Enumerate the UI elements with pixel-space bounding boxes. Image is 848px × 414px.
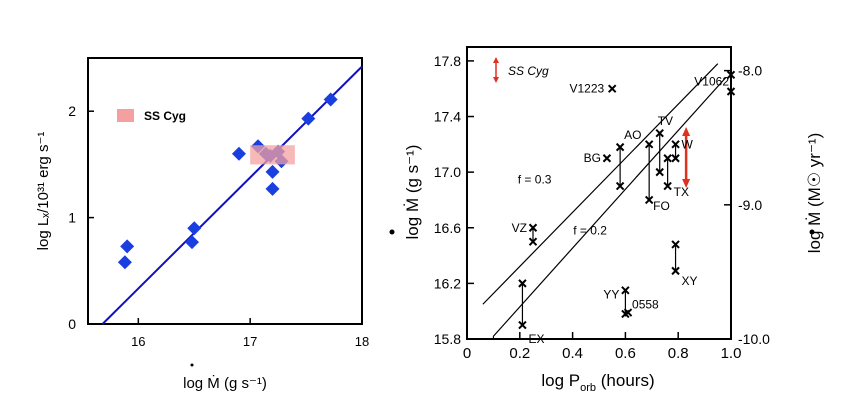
right-y2-axis-bullet (809, 229, 815, 235)
right-y2-tick-label: -8.0 (738, 63, 762, 79)
left-data-point-4 (231, 146, 246, 161)
right-system-label: TX (674, 185, 689, 199)
right-x-tick-label: 0 (463, 345, 471, 362)
right-system-label: AO (624, 128, 641, 142)
right-system-cross-5-1 (671, 154, 680, 163)
right-y2-tick-label: -9.0 (738, 197, 762, 213)
right-system-label: FO (653, 199, 670, 213)
right-system-cross-6-1 (663, 181, 672, 191)
left-data-point-10 (265, 164, 280, 179)
left-data-point-11 (265, 181, 280, 196)
left-fit-line (101, 65, 363, 325)
right-system-cross-1-0 (726, 87, 736, 96)
right-line-label-f03: f = 0.3 (518, 172, 552, 186)
right-line-label-f02: f = 0.2 (573, 224, 607, 238)
right-x-axis-label: log Porb (hours) (541, 371, 654, 394)
right-system-label: W (682, 137, 694, 151)
left-x-axis-label: log Ṁ (g s⁻¹) (183, 374, 267, 392)
left-chart: 16 17 18 0 1 2 SS Cyg log Ṁ (g s⁻¹) log Lₓ/10… (35, 57, 369, 392)
right-y-tick-label: 16.6 (434, 220, 461, 236)
right-legend-label: SS Cyg (508, 64, 549, 78)
right-x-tick-label: 0.6 (615, 345, 636, 362)
right-y2-axis-label: log Ṁ (M☉ yr⁻¹) (805, 133, 824, 254)
left-x-tick-label: 17 (243, 334, 257, 349)
left-ss-cyg-box (250, 145, 295, 165)
right-y2-tick-label: -10.0 (738, 331, 770, 347)
left-x-tick-label: 18 (355, 334, 369, 349)
right-y-axis-label: log Ṁ (g s⁻¹) (403, 145, 422, 240)
right-system-label: V1062 (694, 74, 729, 88)
right-system-label: EX (528, 332, 544, 346)
right-system-cross-8-1 (528, 237, 538, 246)
right-y-axis-bullet (389, 229, 395, 235)
left-data-point-2 (187, 221, 202, 236)
right-legend-arrow-up (493, 57, 499, 63)
left-y-tick-label: 2 (68, 103, 76, 119)
right-system-cross-11-0 (623, 308, 633, 317)
right-system-cross-4-0 (655, 129, 664, 138)
left-x-axis-dot (190, 363, 194, 367)
right-system-cross-7-1 (644, 195, 654, 205)
left-data-point-13 (323, 92, 338, 107)
right-system-label: VZ (512, 221, 527, 235)
right-system-cross-9-1 (671, 266, 680, 276)
right-system-cross-10-0 (621, 286, 630, 295)
right-system-cross-9-0 (671, 240, 680, 249)
right-ss-cyg-arrowhead-up (682, 127, 691, 137)
right-system-cross-12-0 (518, 279, 527, 288)
left-y-axis-label: log Lₓ/10³¹ erg s⁻¹ (35, 132, 52, 251)
right-legend-arrow-down (493, 77, 499, 83)
left-data-point-0 (120, 239, 135, 254)
right-system-label: 0558 (632, 298, 659, 312)
right-system-cross-2-0 (615, 142, 625, 152)
right-y-tick-label: 17.8 (434, 53, 461, 69)
right-system-cross-2-1 (615, 181, 625, 191)
right-system-cross-3-0 (602, 154, 612, 163)
right-x-tick-label: 0.2 (509, 345, 530, 362)
left-y-tick-label: 0 (68, 316, 76, 332)
right-system-label: TV (658, 114, 673, 128)
right-ss-cyg-arrowhead-down (682, 179, 691, 189)
left-y-tick-label: 1 (68, 210, 76, 226)
right-line-1 (492, 77, 727, 337)
right-system-cross-6-0 (663, 154, 672, 163)
right-x-tick-label: 0.8 (668, 345, 689, 362)
right-y-tick-label: 17.4 (434, 109, 461, 125)
right-y-tick-label: 15.8 (434, 331, 461, 347)
right-system-cross-8-0 (528, 223, 538, 232)
left-data-point-1 (117, 255, 132, 270)
right-system-cross-0-0 (607, 84, 617, 93)
right-system-cross-12-1 (518, 320, 527, 330)
left-legend-label: SS Cyg (144, 109, 186, 123)
left-data-point-3 (185, 235, 200, 250)
right-system-cross-4-1 (655, 167, 664, 177)
right-plot-frame (466, 46, 732, 340)
right-system-cross-5-0 (671, 140, 680, 149)
right-system-label: BG (584, 151, 601, 165)
right-system-cross-7-0 (644, 140, 654, 149)
left-legend-swatch (117, 109, 134, 122)
left-data-point-12 (301, 111, 316, 126)
right-system-label: XY (682, 274, 698, 288)
right-x-tick-label: 1.0 (721, 345, 742, 362)
right-line-0 (482, 63, 719, 305)
right-system-label: V1223 (569, 82, 604, 96)
right-y-tick-label: 17.0 (434, 164, 461, 180)
right-system-cross-1-1 (726, 70, 736, 80)
left-plot-frame (87, 57, 363, 325)
right-chart: 0 0.2 0.4 0.6 0.8 1.0 15.8 16.2 16.6 17.0 17.4 17.8… (403, 46, 824, 394)
right-x-tick-label: 0.4 (562, 345, 583, 362)
left-x-tick-label: 16 (131, 334, 145, 349)
right-system-label: YY (603, 287, 619, 301)
right-y-tick-label: 16.2 (434, 275, 461, 291)
